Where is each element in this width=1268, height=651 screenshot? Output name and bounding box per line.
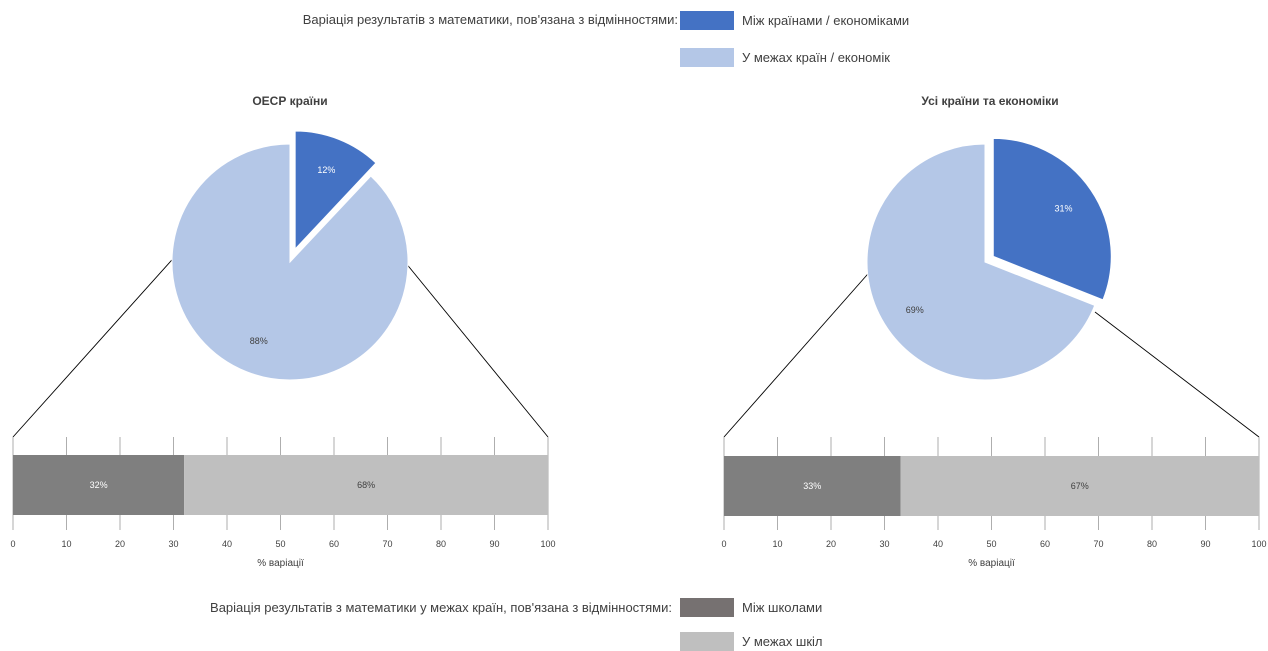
bar0-tick-label-10: 100 xyxy=(540,539,555,549)
bar1-tick-label-3: 30 xyxy=(879,539,889,549)
connector-right-1 xyxy=(404,261,549,438)
top-legend-item-within-countries: У межах країн / економік xyxy=(680,48,890,67)
bar0-segment-0 xyxy=(13,455,185,515)
bar0-tick-label-4: 40 xyxy=(222,539,232,549)
bar0-axis-title: % варіації xyxy=(257,558,304,569)
bar1-tick-label-0: 0 xyxy=(721,539,726,549)
legend-swatch-between-schools xyxy=(680,598,734,617)
bar1-axis-title: % варіації xyxy=(968,558,1015,569)
bar0-tick-label-9: 90 xyxy=(489,539,499,549)
pie1-data-label-1: 69% xyxy=(906,305,924,315)
legend-label: Між школами xyxy=(742,600,823,615)
bar0-tick-label-3: 30 xyxy=(168,539,178,549)
bar1-tick-label-9: 90 xyxy=(1200,539,1210,549)
legend-swatch-between-countries xyxy=(680,11,734,30)
bar1-tick-label-7: 70 xyxy=(1093,539,1103,549)
bar0-tick-label-2: 20 xyxy=(115,539,125,549)
pie1-slice-0 xyxy=(992,137,1112,301)
bottom-legend-item-within-schools: У межах шкіл xyxy=(680,632,823,651)
bar1-segment-0 xyxy=(724,456,901,516)
pie1-slice-1 xyxy=(866,143,1096,381)
bar1-data-label-1: 67% xyxy=(1071,481,1089,491)
bar1-tick-label-4: 40 xyxy=(933,539,943,549)
connector-left-2 xyxy=(723,266,875,438)
pie0-data-label-1: 88% xyxy=(250,336,268,346)
oecd-pie-title: ОЕСР країни xyxy=(252,94,328,108)
bar0-tick-label-0: 0 xyxy=(10,539,15,549)
top-legend-item-between-countries: Між країнами / економіками xyxy=(680,11,909,30)
bar0-tick-label-8: 80 xyxy=(436,539,446,549)
bar1-tick-label-5: 50 xyxy=(986,539,996,549)
bar1-tick-label-8: 80 xyxy=(1147,539,1157,549)
pie0-slice-1 xyxy=(171,143,409,381)
bar1-tick-label-6: 60 xyxy=(1040,539,1050,549)
connector-left-1 xyxy=(12,251,180,438)
legend-label: У межах країн / економік xyxy=(742,50,890,65)
pie1-data-label-0: 31% xyxy=(1055,204,1073,214)
bar0-segment-1 xyxy=(184,455,548,515)
connector-right-2 xyxy=(1094,311,1260,438)
bar0-tick-label-7: 70 xyxy=(382,539,392,549)
bar1-tick-label-10: 100 xyxy=(1251,539,1266,549)
bar0-data-label-0: 32% xyxy=(90,480,108,490)
bar0-tick-label-5: 50 xyxy=(275,539,285,549)
legend-swatch-within-schools xyxy=(680,632,734,651)
bar0-data-label-1: 68% xyxy=(357,480,375,490)
legend-swatch-within-countries xyxy=(680,48,734,67)
bar1-segment-1 xyxy=(900,456,1259,516)
all-countries-pie-title: Усі країни та економіки xyxy=(921,94,1059,108)
legend-label: У межах шкіл xyxy=(742,634,823,649)
bar0-tick-label-6: 60 xyxy=(329,539,339,549)
bottom-legend-title: Варіація результатів з математики у межа… xyxy=(210,600,672,615)
top-legend-title: Варіація результатів з математики, пов'я… xyxy=(302,12,678,27)
bottom-legend-item-between-schools: Між школами xyxy=(680,598,822,617)
pie0-data-label-0: 12% xyxy=(317,165,335,175)
bar1-tick-label-1: 10 xyxy=(772,539,782,549)
legend-label: Між країнами / економіками xyxy=(742,13,910,28)
bar1-data-label-0: 33% xyxy=(803,481,821,491)
bar1-tick-label-2: 20 xyxy=(826,539,836,549)
bar0-tick-label-1: 10 xyxy=(61,539,71,549)
pie0-slice-0 xyxy=(294,130,377,251)
